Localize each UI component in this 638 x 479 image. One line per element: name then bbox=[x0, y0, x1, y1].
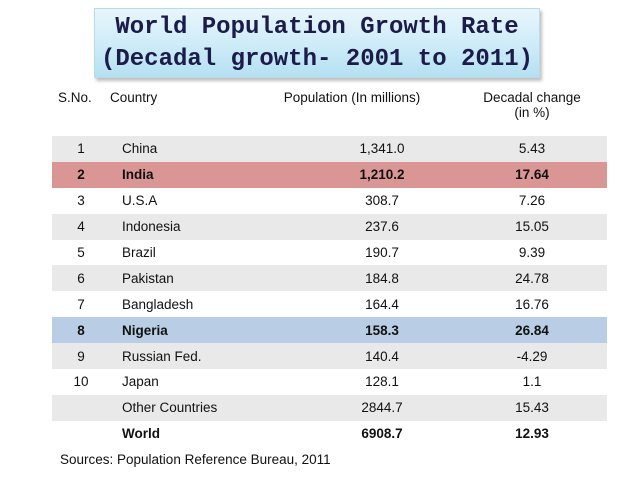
cell-country: China bbox=[110, 136, 247, 162]
cell-change: 7.26 bbox=[457, 187, 607, 214]
table-header-row: S.No. Country Population (In millions) D… bbox=[52, 84, 607, 136]
header-decadal-change-line2: (in %) bbox=[514, 105, 550, 120]
cell-sno: 3 bbox=[52, 187, 110, 214]
cell-population: 184.8 bbox=[247, 265, 457, 292]
cell-sno: 7 bbox=[52, 291, 110, 318]
title-line-2: (Decadal growth- 2001 to 2011) bbox=[100, 46, 534, 73]
cell-sno: 2 bbox=[52, 161, 110, 188]
header-population: Population (In millions) bbox=[283, 90, 421, 105]
table-row: 6 Pakistan 184.8 24.78 bbox=[52, 265, 607, 292]
cell-sno: 4 bbox=[52, 213, 110, 240]
cell-change: 17.64 bbox=[457, 161, 607, 188]
cell-country: Pakistan bbox=[110, 265, 247, 292]
cell-change: 26.84 bbox=[457, 317, 607, 344]
cell-country: U.S.A bbox=[110, 187, 247, 214]
cell-population: 2844.7 bbox=[247, 394, 457, 421]
header-country: Country bbox=[110, 90, 158, 105]
cell-change: 16.76 bbox=[457, 291, 607, 318]
cell-sno: 8 bbox=[52, 317, 110, 344]
cell-population: 128.1 bbox=[247, 369, 457, 395]
table-row: 3 U.S.A 308.7 7.26 bbox=[52, 187, 607, 214]
cell-change: 5.43 bbox=[457, 136, 607, 162]
cell-country: Russian Fed. bbox=[110, 343, 247, 370]
table-row-highlighted-india: 2 India 1,210.2 17.64 bbox=[52, 161, 607, 188]
table-row: 9 Russian Fed. 140.4 -4.29 bbox=[52, 343, 607, 370]
cell-sno bbox=[52, 420, 110, 447]
cell-population: 1,341.0 bbox=[247, 136, 457, 162]
header-decadal-change: Decadal change (in %) bbox=[457, 84, 607, 136]
cell-country: Brazil bbox=[110, 239, 247, 266]
source-note: Sources: Population Reference Bureau, 20… bbox=[60, 452, 331, 467]
cell-sno: 10 bbox=[52, 369, 110, 395]
cell-country: World bbox=[110, 420, 247, 447]
cell-population: 164.4 bbox=[247, 291, 457, 318]
header-sno: S.No. bbox=[58, 90, 92, 105]
table-row: 7 Bangladesh 164.4 16.76 bbox=[52, 291, 607, 318]
cell-country: Bangladesh bbox=[110, 291, 247, 318]
table-row: 1 China 1,341.0 5.43 bbox=[52, 136, 607, 162]
cell-sno: 6 bbox=[52, 265, 110, 292]
cell-country: Nigeria bbox=[110, 317, 247, 344]
title-box: World Population Growth Rate (Decadal gr… bbox=[94, 8, 540, 78]
cell-population: 6908.7 bbox=[247, 420, 457, 447]
cell-change: 1.1 bbox=[457, 369, 607, 395]
cell-change: 15.43 bbox=[457, 394, 607, 421]
cell-population: 1,210.2 bbox=[247, 161, 457, 188]
cell-sno: 5 bbox=[52, 239, 110, 266]
cell-sno: 9 bbox=[52, 343, 110, 370]
header-decadal-change-line1: Decadal change bbox=[483, 90, 581, 105]
cell-population: 190.7 bbox=[247, 239, 457, 266]
table-row-highlighted-nigeria: 8 Nigeria 158.3 26.84 bbox=[52, 317, 607, 344]
table-row: 10 Japan 128.1 1.1 bbox=[52, 369, 607, 395]
cell-population: 308.7 bbox=[247, 187, 457, 214]
table-row: 5 Brazil 190.7 9.39 bbox=[52, 239, 607, 266]
cell-change: 15.05 bbox=[457, 213, 607, 240]
cell-population: 237.6 bbox=[247, 213, 457, 240]
cell-population: 158.3 bbox=[247, 317, 457, 344]
cell-country: Other Countries bbox=[110, 394, 247, 421]
cell-country: Indonesia bbox=[110, 213, 247, 240]
cell-change: -4.29 bbox=[457, 343, 607, 370]
cell-country: India bbox=[110, 161, 247, 188]
cell-change: 9.39 bbox=[457, 239, 607, 266]
title-line-1: World Population Growth Rate bbox=[115, 14, 519, 41]
cell-country: Japan bbox=[110, 369, 247, 395]
cell-population: 140.4 bbox=[247, 343, 457, 370]
cell-sno bbox=[52, 394, 110, 421]
table-row-world-total: World 6908.7 12.93 bbox=[52, 420, 607, 447]
cell-sno: 1 bbox=[52, 136, 110, 162]
cell-change: 24.78 bbox=[457, 265, 607, 292]
table-row: 4 Indonesia 237.6 15.05 bbox=[52, 213, 607, 240]
population-table: S.No. Country Population (In millions) D… bbox=[52, 84, 607, 447]
cell-change: 12.93 bbox=[457, 420, 607, 447]
table-row-other-countries: Other Countries 2844.7 15.43 bbox=[52, 394, 607, 421]
